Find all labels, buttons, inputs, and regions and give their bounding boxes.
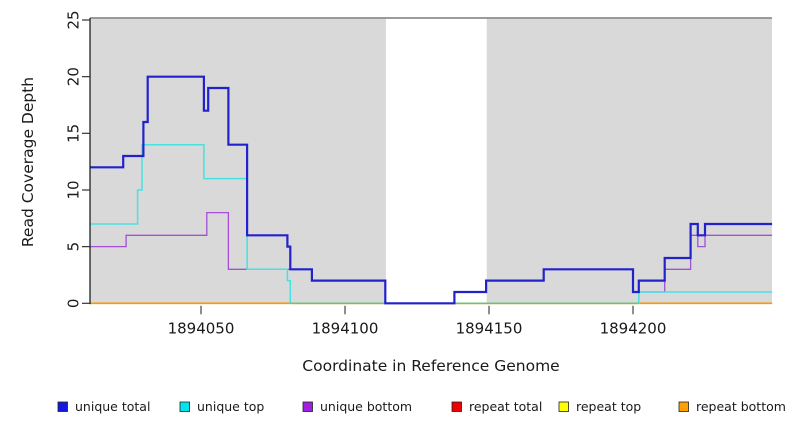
legend-label: unique top (197, 399, 264, 414)
y-tick-label: 25 (65, 10, 83, 29)
legend-swatch-repeat-bottom (678, 401, 689, 412)
highlight-band (385, 18, 487, 305)
series-unique-total (90, 75, 773, 305)
legend-swatch-unique-total (57, 401, 68, 412)
plot-area (90, 17, 773, 305)
x-tick-label: 1894150 (456, 319, 523, 337)
y-axis-title: Read Coverage Depth (19, 77, 37, 247)
legend-label: repeat total (469, 399, 542, 414)
x-tick-label: 1894100 (312, 319, 379, 337)
y-tick-label: 5 (65, 242, 83, 252)
y-tick-label: 15 (65, 124, 83, 143)
legend: unique total unique top unique bottom repea… (57, 399, 786, 414)
x-axis-title: Coordinate in Reference Genome (302, 357, 559, 375)
x-tick-label: 1894200 (600, 319, 667, 337)
legend-swatch-repeat-total (451, 401, 462, 412)
legend-swatch-repeat-top (558, 401, 569, 412)
y-tick-label: 10 (65, 180, 83, 199)
x-tick-label: 1894050 (168, 319, 235, 337)
legend-item: unique top (179, 399, 264, 414)
legend-item: unique bottom (302, 399, 412, 414)
legend-label: unique total (75, 399, 150, 414)
y-tick-label: 20 (65, 67, 83, 86)
legend-item: repeat top (558, 399, 641, 414)
legend-label: repeat top (576, 399, 641, 414)
axes: 0 5 10 15 20 25 1894050 1894100 1894150 1894200 (65, 10, 667, 337)
legend-swatch-unique-bottom (302, 401, 313, 412)
legend-item: repeat bottom (678, 399, 786, 414)
legend-item: repeat total (451, 399, 542, 414)
legend-label: repeat bottom (696, 399, 786, 414)
legend-item: unique total (57, 399, 150, 414)
legend-label: unique bottom (320, 399, 412, 414)
y-tick-label: 0 (65, 299, 83, 309)
legend-swatch-unique-top (179, 401, 190, 412)
